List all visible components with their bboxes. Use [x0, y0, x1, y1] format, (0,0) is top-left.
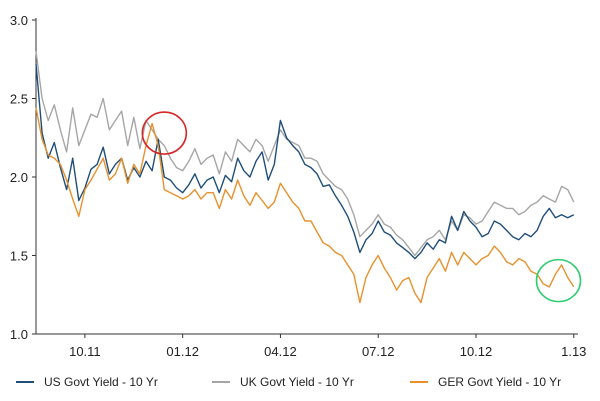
legend-label-ger: GER Govt Yield - 10 Yr: [438, 375, 562, 389]
highlight-circle-red: [141, 111, 188, 155]
y-tick-label: 3.0: [10, 13, 28, 28]
legend-swatch-uk: [212, 381, 230, 383]
legend-item-us: US Govt Yield - 10 Yr: [16, 370, 158, 394]
highlight-circle-green: [535, 258, 582, 303]
legend-label-uk: UK Govt Yield - 10 Yr: [240, 375, 354, 389]
series-layer: [35, 51, 575, 304]
series-line-ger: [35, 107, 575, 304]
y-axis: 1.0 1.5 2.0 2.5 3.0: [10, 13, 37, 342]
legend: US Govt Yield - 10 Yr UK Govt Yield - 10…: [0, 370, 600, 394]
legend-item-uk: UK Govt Yield - 10 Yr: [212, 370, 354, 394]
legend-label-us: US Govt Yield - 10 Yr: [44, 375, 158, 389]
x-tick-label: 07.12: [362, 344, 395, 359]
x-axis: 10.11 01.12 04.12 07.12 10.12 1.13: [36, 333, 586, 359]
x-tick-label: 1.13: [561, 344, 586, 359]
legend-item-ger: GER Govt Yield - 10 Yr: [410, 370, 561, 394]
y-tick-label: 1.5: [10, 249, 28, 264]
x-tick-label: 01.12: [166, 344, 199, 359]
yield-chart: 1.01.52.02.53.0 10.11 01.12 04.12 07.12 10.1…: [10, 13, 587, 359]
series-line-us: [35, 63, 575, 260]
annotation-layer: [141, 111, 582, 303]
x-tick-label: 10.12: [460, 344, 493, 359]
y-tick-label: 2.0: [10, 170, 28, 185]
x-tick-label: 04.12: [264, 344, 297, 359]
legend-swatch-ger: [410, 381, 428, 383]
legend-swatch-us: [16, 381, 34, 383]
x-tick-label: 10.11: [69, 344, 101, 359]
y-tick-label: 2.5: [10, 92, 28, 107]
y-tick-label: 1.0: [10, 327, 28, 342]
series-line-uk: [35, 51, 575, 257]
